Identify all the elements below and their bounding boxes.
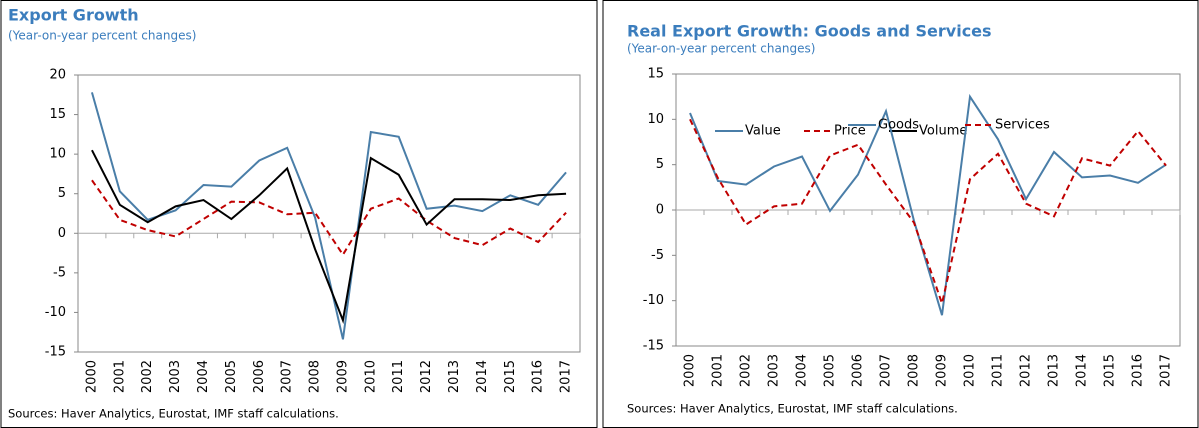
- y-tick-label: 15: [647, 67, 664, 82]
- series-line: [91, 149, 567, 325]
- x-tick-label: 2007: [280, 360, 295, 393]
- y-tick-label: 10: [647, 112, 664, 127]
- x-tick-label: 2012: [419, 360, 434, 393]
- x-tick-label: 2009: [935, 354, 950, 387]
- series-line: [90, 92, 567, 340]
- x-tick-label: 2003: [767, 354, 782, 387]
- x-tick-label: 2015: [503, 360, 518, 393]
- x-tick-label: 2011: [391, 360, 406, 393]
- x-tick-label: 2003: [168, 360, 183, 393]
- x-tick-label: 2014: [1075, 354, 1090, 387]
- y-tick-label: 0: [58, 226, 66, 241]
- plot-area: [77, 74, 581, 353]
- y-tick-label: 15: [49, 107, 66, 122]
- chart-subtitle: (Year-on-year percent changes): [627, 42, 815, 56]
- x-tick-label: 2004: [196, 360, 211, 393]
- x-tick-label: 2001: [112, 360, 127, 393]
- legend-label: Volume: [919, 124, 967, 139]
- x-tick-label: 2002: [140, 360, 155, 393]
- x-tick-label: 2011: [991, 354, 1006, 387]
- x-tick-label: 2001: [711, 354, 726, 387]
- x-tick-label: 2002: [739, 354, 754, 387]
- x-tick-label: 2016: [531, 360, 546, 393]
- y-tick-label: 10: [49, 147, 66, 162]
- x-tick-label: 2006: [252, 360, 267, 393]
- x-tick-label: 2009: [335, 360, 350, 393]
- y-tick-label: -15: [643, 339, 664, 354]
- x-tick-label: 2017: [1159, 354, 1174, 387]
- x-tick-label: 2012: [1019, 354, 1034, 387]
- chart-subtitle: (Year-on-year percent changes): [8, 29, 196, 43]
- x-tick-label: 2010: [363, 360, 378, 393]
- x-tick-label: 2016: [1131, 354, 1146, 387]
- y-tick-label: -5: [53, 265, 66, 280]
- legend-label: Goods: [878, 118, 919, 133]
- x-tick-label: 2014: [475, 360, 490, 393]
- legend-label: Value: [745, 124, 781, 139]
- x-tick-label: 2008: [907, 354, 922, 387]
- chart-title: Export Growth: [8, 6, 139, 25]
- series-line: [689, 118, 1167, 308]
- x-tick-label: 2013: [1047, 354, 1062, 387]
- x-tick-label: 2006: [851, 354, 866, 387]
- x-tick-label: 2007: [879, 354, 894, 387]
- y-tick-label: -5: [651, 248, 664, 263]
- source-note: Sources: Haver Analytics, Eurostat, IMF …: [8, 407, 339, 421]
- series-line: [689, 93, 1167, 316]
- x-tick-label: 2004: [795, 354, 810, 387]
- x-tick-label: 2017: [559, 360, 574, 393]
- chart-title: Real Export Growth: Goods and Services: [627, 22, 992, 41]
- x-tick-label: 2008: [308, 360, 323, 393]
- x-tick-label: 2000: [84, 360, 99, 393]
- x-tick-label: 2005: [823, 354, 838, 387]
- y-tick-label: 5: [656, 157, 664, 172]
- legend-label: Price: [834, 124, 866, 139]
- y-tick-label: -10: [643, 293, 664, 308]
- y-tick-label: 20: [49, 68, 66, 83]
- source-note: Sources: Haver Analytics, Eurostat, IMF …: [627, 402, 958, 416]
- x-tick-label: 2005: [224, 360, 239, 393]
- x-tick-label: 2015: [1103, 354, 1118, 387]
- x-tick-label: 2013: [447, 360, 462, 393]
- y-tick-label: -15: [45, 345, 66, 360]
- series-line: [91, 179, 567, 257]
- y-tick-label: 5: [58, 186, 66, 201]
- y-tick-label: 0: [656, 203, 664, 218]
- x-tick-label: 2010: [963, 354, 978, 387]
- y-tick-label: -10: [45, 305, 66, 320]
- x-tick-label: 2000: [683, 354, 698, 387]
- legend-label: Services: [995, 118, 1050, 133]
